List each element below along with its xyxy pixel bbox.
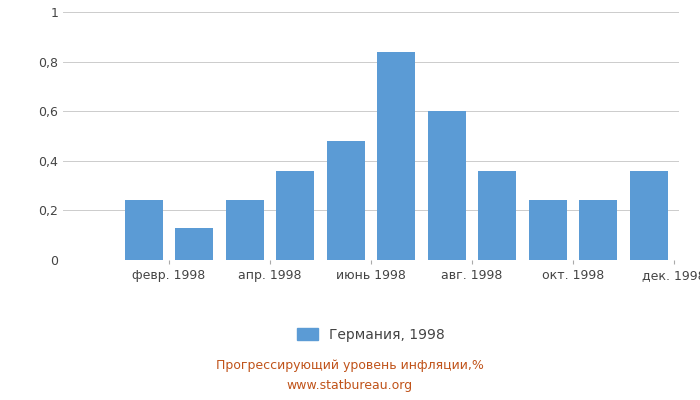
Bar [478, 171, 516, 260]
Bar [580, 200, 617, 260]
Bar [175, 228, 214, 260]
Text: Прогрессирующий уровень инфляции,%: Прогрессирующий уровень инфляции,% [216, 359, 484, 372]
Bar [428, 111, 466, 260]
Bar [226, 200, 264, 260]
Bar [630, 171, 668, 260]
Text: www.statbureau.org: www.statbureau.org [287, 379, 413, 392]
Bar [276, 171, 314, 260]
Legend: Германия, 1998: Германия, 1998 [292, 322, 450, 347]
Bar [528, 200, 567, 260]
Bar [125, 200, 162, 260]
Bar [327, 141, 365, 260]
Bar [377, 52, 415, 260]
